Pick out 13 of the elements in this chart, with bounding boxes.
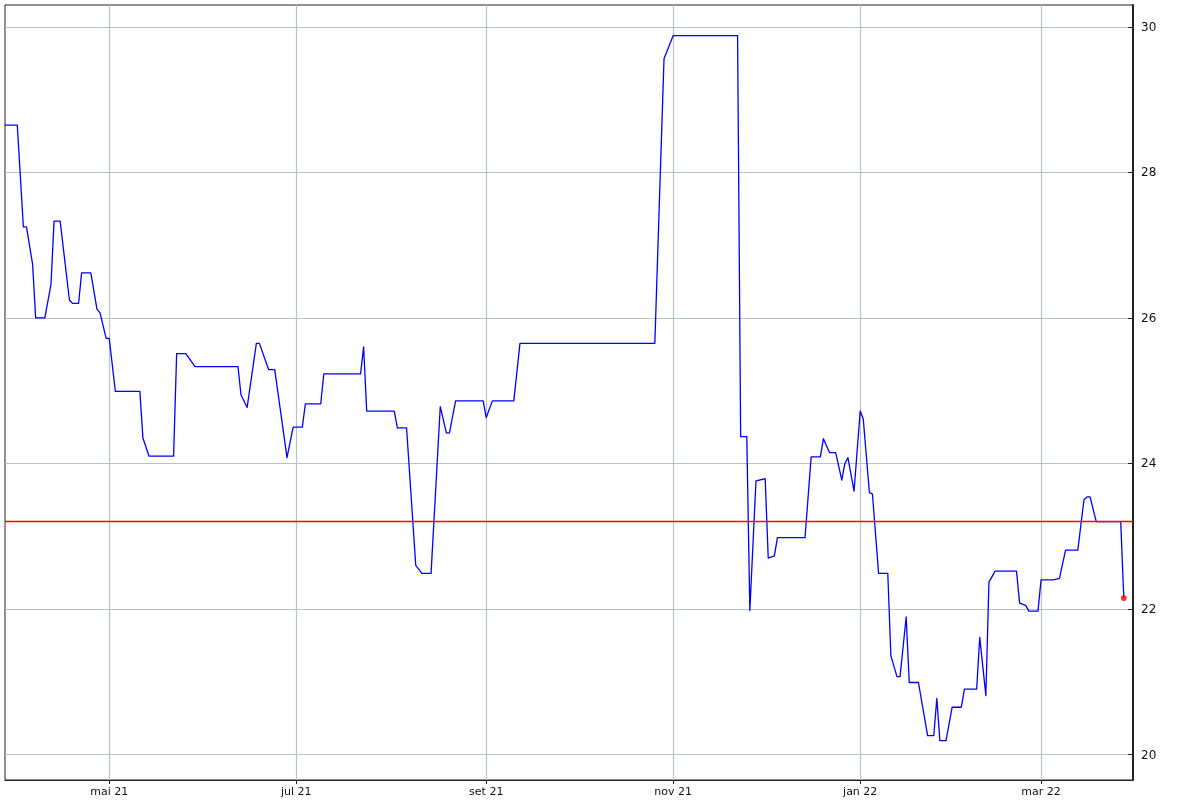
y-tick-label: 22 [1141, 601, 1157, 616]
x-tick-label: mar 22 [1021, 785, 1061, 798]
x-tick-label: nov 21 [654, 785, 693, 798]
x-tick-label: jan 22 [842, 785, 878, 798]
y-tick-label: 28 [1141, 165, 1157, 180]
line-series [4, 34, 1125, 742]
y-tick-label: 20 [1141, 747, 1157, 762]
y-tick-label: 26 [1141, 310, 1157, 325]
x-tick-label: jul 21 [279, 785, 312, 798]
y-tick-label: 24 [1141, 456, 1157, 471]
x-tick-label: mai 21 [90, 785, 129, 798]
x-tick-label: set 21 [469, 785, 504, 798]
y-tick-label: 30 [1141, 19, 1157, 34]
